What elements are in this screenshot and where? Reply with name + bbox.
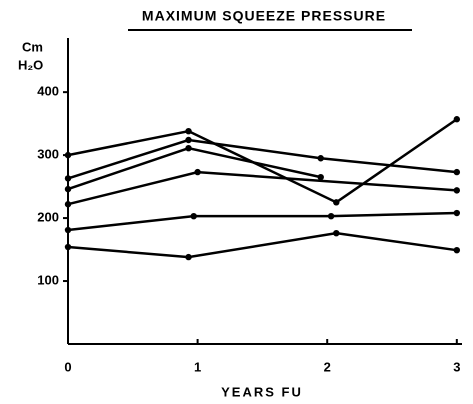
y-tick-label: 400 xyxy=(37,84,59,99)
data-point xyxy=(185,253,192,261)
data-point xyxy=(194,168,201,176)
x-tick-label: 3 xyxy=(453,359,460,374)
data-point xyxy=(317,155,324,162)
data-point xyxy=(453,209,461,217)
series-line xyxy=(67,146,321,191)
y-tick-label: 100 xyxy=(37,272,59,287)
chart-title: MAXIMUM SQUEEZE PRESSURE xyxy=(142,8,386,24)
data-point xyxy=(64,226,72,234)
data-point xyxy=(64,175,72,182)
x-tick-label: 1 xyxy=(194,359,201,374)
y-tick-label: 300 xyxy=(37,147,59,162)
series-line xyxy=(67,170,457,206)
y-axis-label: H₂O xyxy=(18,57,43,72)
data-point xyxy=(64,243,72,251)
data-point xyxy=(317,173,324,181)
y-tick-label: 200 xyxy=(37,210,59,225)
data-point xyxy=(190,212,197,220)
data-point xyxy=(453,116,461,123)
series-line xyxy=(67,211,457,232)
data-point xyxy=(453,168,461,176)
data-point xyxy=(185,136,192,144)
data-point xyxy=(333,229,340,237)
data-point xyxy=(64,151,72,159)
data-point xyxy=(185,127,192,135)
y-axis-label: Cm xyxy=(22,39,43,54)
data-point xyxy=(453,187,461,194)
x-tick-label: 2 xyxy=(324,359,331,374)
data-point xyxy=(64,185,72,193)
data-point xyxy=(453,246,461,254)
x-tick-label: 0 xyxy=(64,359,71,374)
data-point xyxy=(64,201,72,208)
x-axis-label: YEARS FU xyxy=(221,384,303,399)
series-line xyxy=(67,231,457,259)
series-line xyxy=(67,138,457,180)
series-line xyxy=(67,118,458,204)
data-point xyxy=(185,144,192,152)
data-point xyxy=(327,212,335,220)
data-point xyxy=(333,199,340,206)
